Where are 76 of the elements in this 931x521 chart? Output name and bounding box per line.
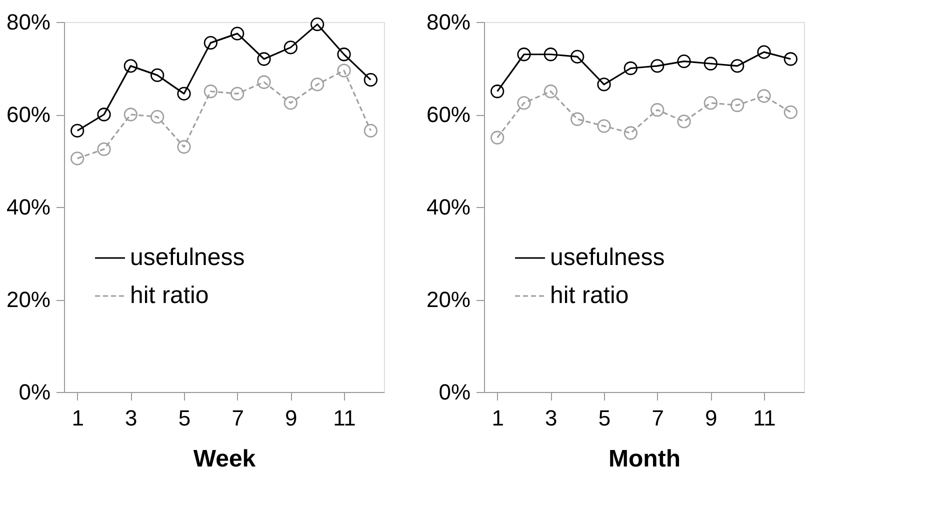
y-tick-label: 80% xyxy=(426,10,470,34)
x-tick-label: 9 xyxy=(285,406,298,430)
point xyxy=(544,48,558,62)
point xyxy=(597,119,611,133)
x-tick-label: 9 xyxy=(705,406,718,430)
point xyxy=(570,112,584,126)
x-tick-label: 7 xyxy=(232,406,244,430)
point xyxy=(784,52,798,66)
point xyxy=(257,52,271,66)
point xyxy=(310,18,324,32)
point xyxy=(624,61,638,76)
point xyxy=(284,40,298,54)
x-tick-label: 11 xyxy=(753,406,776,430)
point xyxy=(150,68,164,82)
point xyxy=(230,26,244,40)
point xyxy=(517,96,531,110)
point xyxy=(97,108,111,122)
point xyxy=(730,98,744,112)
point xyxy=(177,86,191,100)
y-tick-label: 0% xyxy=(18,380,50,404)
point xyxy=(124,108,138,122)
point xyxy=(364,124,378,138)
point xyxy=(310,78,324,92)
x-axis-title: Month xyxy=(608,446,680,472)
point xyxy=(177,140,191,154)
legend-label: hit ratio xyxy=(550,282,629,309)
point xyxy=(784,105,798,119)
point xyxy=(124,59,138,73)
point xyxy=(490,84,504,98)
legend-label: usefulness xyxy=(550,244,665,271)
point xyxy=(284,96,298,110)
point xyxy=(624,126,638,140)
point xyxy=(204,84,218,98)
point xyxy=(730,59,744,73)
y-tick-label: 20% xyxy=(6,287,50,312)
point xyxy=(650,59,664,73)
point xyxy=(337,48,351,62)
y-tick-label: 80% xyxy=(6,10,50,34)
x-tick-label: 5 xyxy=(598,406,611,430)
point xyxy=(650,103,664,117)
x-axis-title: Week xyxy=(193,446,256,472)
point xyxy=(97,142,111,156)
point xyxy=(677,54,691,68)
point xyxy=(364,73,378,87)
point xyxy=(677,114,691,128)
point xyxy=(544,84,558,98)
point xyxy=(757,45,771,59)
point xyxy=(517,48,531,62)
point xyxy=(337,64,351,78)
point xyxy=(70,124,84,138)
x-tick-label: 3 xyxy=(125,406,138,430)
y-tick-label: 60% xyxy=(426,102,470,127)
point xyxy=(704,96,718,110)
point xyxy=(570,50,584,64)
x-tick-label: 7 xyxy=(652,406,664,430)
point xyxy=(704,56,718,70)
point xyxy=(70,152,84,166)
point xyxy=(204,36,218,50)
point xyxy=(757,89,771,103)
y-tick-label: 40% xyxy=(6,194,50,220)
y-tick-label: 40% xyxy=(426,194,470,220)
point xyxy=(150,110,164,124)
y-tick-label: 0% xyxy=(438,380,470,404)
point xyxy=(230,86,244,100)
legend-label: usefulness xyxy=(130,244,245,271)
x-tick-label: 1 xyxy=(492,406,504,430)
point xyxy=(597,78,611,92)
x-tick-label: 11 xyxy=(333,406,356,430)
x-tick-label: 3 xyxy=(545,406,558,430)
y-tick-label: 20% xyxy=(426,287,470,312)
x-tick-label: 1 xyxy=(72,406,84,430)
point xyxy=(257,75,271,89)
y-tick-label: 60% xyxy=(6,102,50,127)
legend-label: hit ratio xyxy=(130,282,209,309)
x-tick-label: 5 xyxy=(178,406,191,430)
point xyxy=(490,130,504,144)
